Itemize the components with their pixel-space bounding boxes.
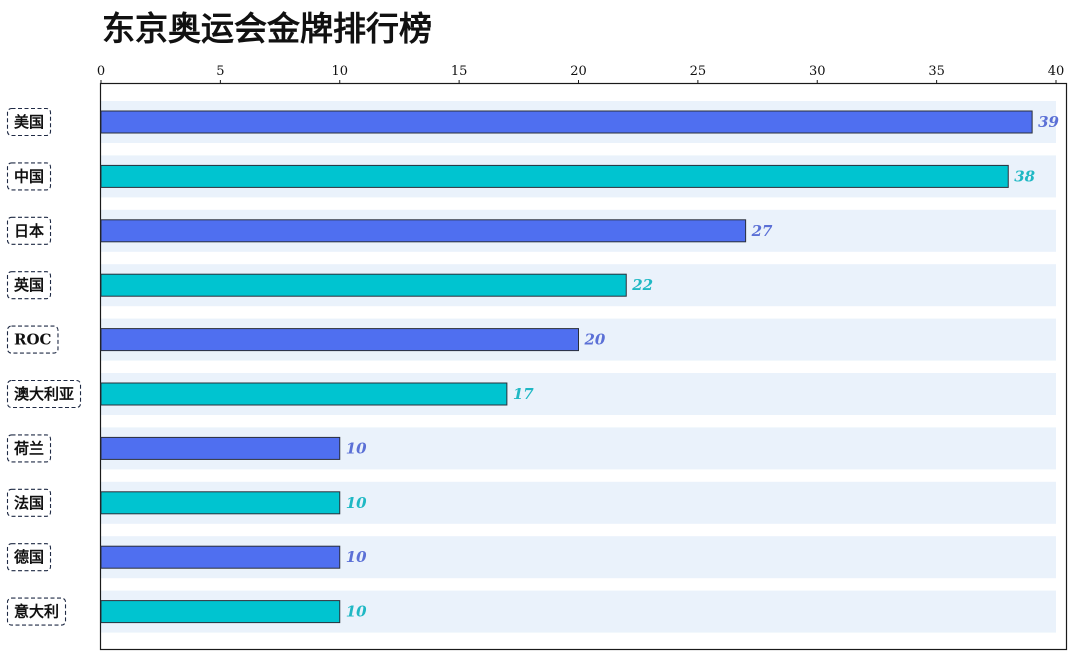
category-label-box [6, 325, 59, 354]
value-label: 38 [1014, 167, 1035, 185]
category-label: 美国 [14, 113, 44, 131]
bar [100, 219, 747, 243]
bar [100, 328, 579, 352]
value-label: 10 [346, 603, 367, 621]
x-tick-label: 35 [928, 64, 945, 79]
category-label: 英国 [14, 276, 44, 294]
category-label-box [6, 434, 52, 463]
category-label-box [6, 162, 52, 191]
category-label-box [6, 543, 52, 572]
x-tick-label: 0 [97, 64, 105, 79]
category-label: 德国 [14, 548, 44, 566]
value-label: 10 [346, 494, 367, 512]
category-label: 意大利 [14, 603, 59, 621]
value-label: 10 [346, 439, 367, 457]
bar [100, 545, 341, 569]
category-label-box [6, 379, 82, 409]
bar [100, 491, 341, 515]
chart-title: 东京奥运会金牌排行榜 [102, 9, 432, 48]
value-label: 22 [631, 276, 653, 294]
category-label: 日本 [14, 222, 44, 240]
x-axis: 0 5 10 15 20 25 30 35 40 [97, 64, 1064, 84]
bar [100, 164, 1009, 188]
value-label: 10 [346, 548, 367, 566]
value-label: 27 [751, 222, 773, 240]
bar [100, 273, 627, 297]
bars [100, 110, 1033, 624]
x-tick-label: 5 [216, 64, 224, 79]
x-tick-label: 30 [809, 64, 826, 79]
category-label-box [6, 216, 52, 245]
bar [100, 436, 341, 460]
x-tick-label: 15 [451, 64, 468, 79]
category-label: 中国 [14, 167, 44, 185]
x-tick-label: 25 [690, 64, 707, 79]
x-tick-label: 20 [570, 64, 587, 79]
category-label-box [6, 488, 52, 517]
category-label: 澳大利亚 [14, 385, 74, 403]
value-label: 39 [1038, 113, 1059, 131]
x-tick-label: 10 [331, 64, 348, 79]
category-label-box [6, 107, 52, 137]
x-tick-label: 40 [1048, 64, 1065, 79]
value-labels: 39 38 27 22 20 17 10 10 10 10 [346, 113, 1060, 621]
bar [100, 382, 508, 406]
value-label: 20 [584, 331, 606, 349]
category-label: 法国 [14, 494, 44, 512]
value-label: 17 [513, 385, 534, 403]
category-label: 荷兰 [14, 439, 44, 457]
category-label-box [6, 271, 52, 300]
bar [100, 600, 341, 624]
category-label-box [6, 597, 67, 626]
category-label: ROC [14, 331, 52, 349]
bar [100, 110, 1033, 134]
plot-frame [99, 82, 1068, 651]
